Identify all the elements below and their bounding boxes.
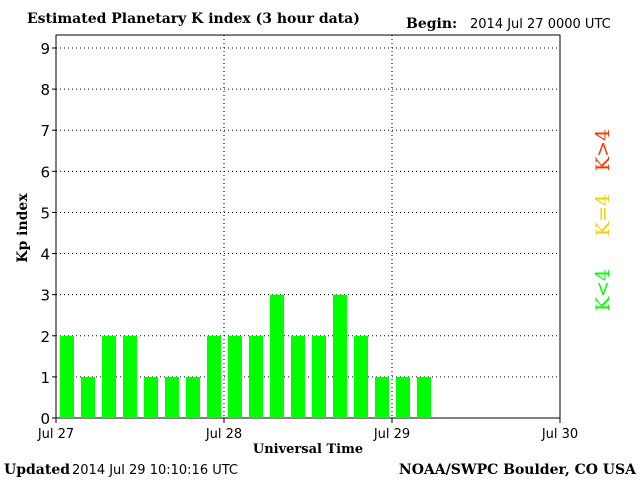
begin-value: 2014 Jul 27 0000 UTC — [470, 17, 611, 32]
kp-bar — [123, 335, 137, 418]
kp-bar — [417, 376, 431, 418]
kp-bar — [102, 335, 116, 418]
kp-bar — [396, 376, 410, 418]
x-tick-label: Jul 27 — [37, 427, 74, 442]
y-tick-label: 0 — [40, 410, 50, 428]
x-axis-title: Universal Time — [253, 442, 363, 457]
y-tick-label: 8 — [40, 81, 50, 99]
y-tick-label: 7 — [40, 122, 50, 140]
kp-bar — [354, 335, 368, 418]
x-tick-label: Jul 30 — [541, 427, 578, 442]
legend-high: K>4 — [592, 129, 614, 171]
chart-title: Estimated Planetary K index (3 hour data… — [27, 11, 360, 27]
kp-bar — [228, 335, 242, 418]
bars-group — [60, 294, 431, 418]
begin-label: Begin: — [406, 16, 457, 32]
kp-bar — [81, 376, 95, 418]
y-tick-label: 6 — [40, 163, 50, 181]
y-axis-title: Kp index — [15, 193, 31, 263]
grid-lines — [56, 35, 560, 418]
kp-bar — [165, 376, 179, 418]
kp-bar — [249, 335, 263, 418]
kp-bar — [312, 335, 326, 418]
source-credit: NOAA/SWPC Boulder, CO USA — [399, 462, 637, 478]
x-tick-label: Jul 28 — [205, 427, 242, 442]
y-tick-label: 4 — [40, 246, 50, 264]
updated-value: 2014 Jul 29 10:10:16 UTC — [72, 463, 238, 478]
kp-bar — [144, 376, 158, 418]
kp-bar — [375, 376, 389, 418]
plot-frame — [55, 34, 561, 419]
kp-bar — [333, 294, 347, 418]
y-axis-ticks: 0 1 2 3 4 5 6 7 8 9 — [40, 40, 56, 428]
y-tick-label: 1 — [40, 369, 50, 387]
updated-label: Updated — [4, 462, 70, 478]
x-axis-ticks: Jul 27 Jul 28 Jul 29 Jul 30 — [37, 418, 578, 442]
y-tick-label: 5 — [40, 204, 50, 222]
y-tick-label: 2 — [40, 328, 50, 346]
legend-mid: K=4 — [592, 194, 614, 236]
y-tick-label: 9 — [40, 40, 50, 58]
kp-bar — [207, 335, 221, 418]
x-tick-label: Jul 29 — [373, 427, 410, 442]
y-tick-label: 3 — [40, 287, 50, 305]
kp-bar — [270, 294, 284, 418]
legend-low: K<4 — [592, 269, 614, 311]
kp-bar — [60, 335, 74, 418]
kp-bar — [186, 376, 200, 418]
kp-bar — [291, 335, 305, 418]
